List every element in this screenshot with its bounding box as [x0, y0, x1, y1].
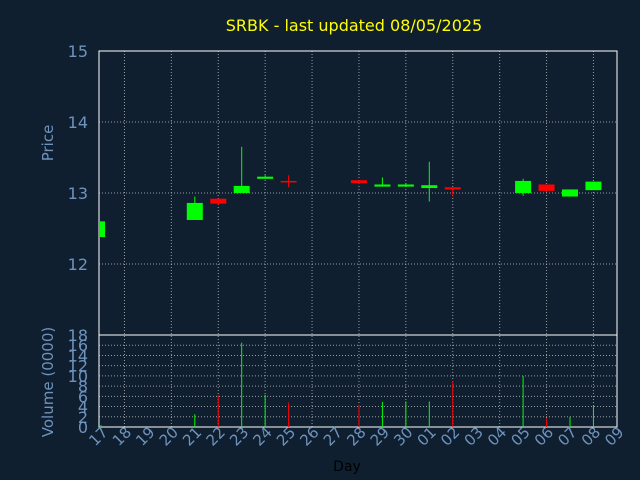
volume-axis-label: Volume (0000)	[39, 327, 57, 437]
candle-body	[257, 176, 274, 179]
volume-tick-label: 6	[78, 387, 88, 406]
candle-body	[100, 221, 105, 238]
volume-panel-frame	[98, 334, 618, 428]
price-tick-label: 12	[68, 255, 88, 274]
x-axis-label: Day	[333, 459, 361, 475]
candle-body	[444, 187, 461, 190]
candle-body	[374, 184, 391, 187]
candle-body	[397, 184, 414, 187]
candle-body	[210, 198, 227, 204]
volume-tick-label: 12	[68, 357, 88, 376]
volume-tick-label: 10	[68, 367, 88, 386]
volume-tick-label: 18	[68, 326, 88, 345]
volume-tick-label: 0	[78, 418, 88, 437]
volume-tick-label: 2	[78, 408, 88, 427]
price-tick-label: 15	[68, 42, 88, 61]
candle-body	[585, 181, 602, 191]
candle-body	[515, 180, 532, 193]
candle-body	[280, 180, 297, 183]
candle-body	[562, 189, 578, 197]
chart-title: SRBK - last updated 08/05/2025	[226, 16, 482, 35]
price-axis-label: Price	[39, 125, 57, 162]
price-tick-label: 13	[68, 184, 88, 203]
price-tick-label: 14	[68, 113, 88, 132]
candle-body	[186, 202, 203, 220]
candle-body	[233, 185, 250, 193]
candle-body	[538, 184, 555, 191]
volume-tick-label: 8	[78, 377, 88, 396]
candle-body	[421, 185, 438, 189]
candle-body	[350, 180, 367, 184]
volume-tick-label: 4	[78, 398, 88, 417]
volume-tick-label: 14	[68, 346, 88, 365]
volume-tick-label: 16	[68, 336, 88, 355]
